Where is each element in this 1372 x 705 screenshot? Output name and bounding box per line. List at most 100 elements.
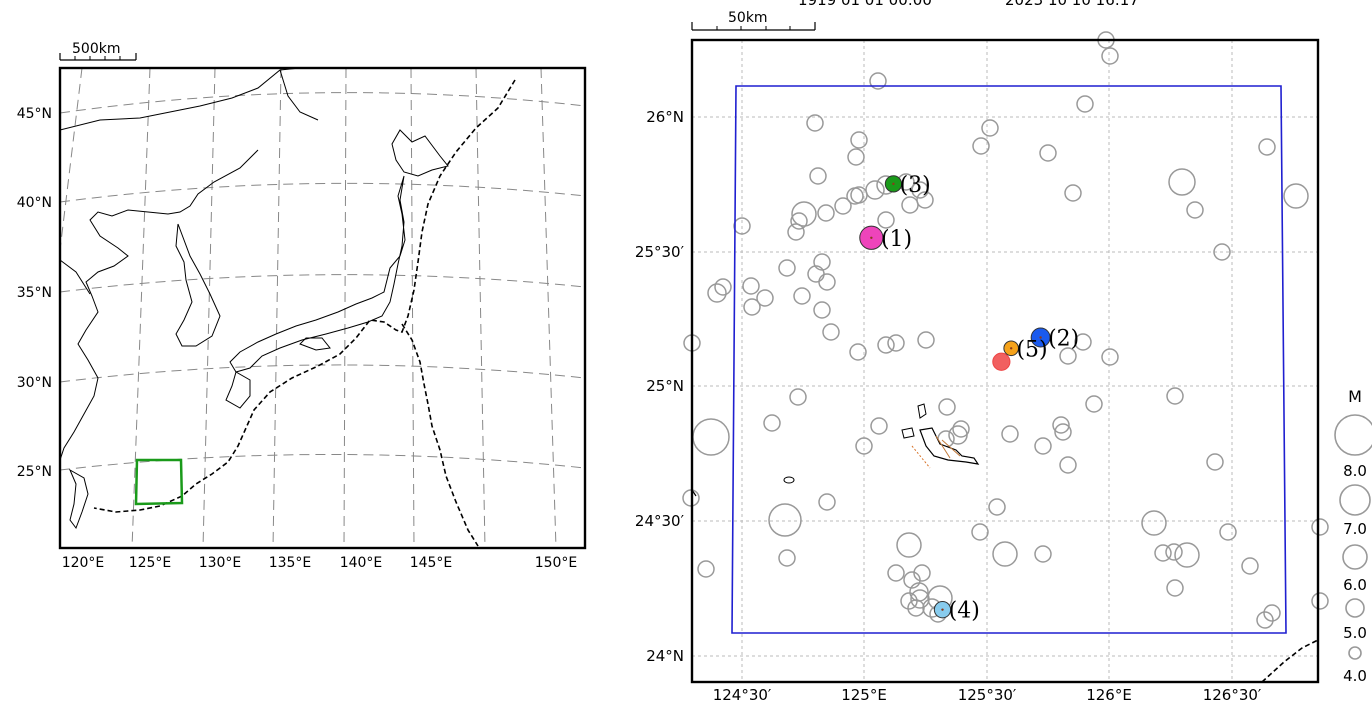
epicenter-dot: [1039, 336, 1042, 339]
background-event-marker: [813, 301, 831, 319]
background-event-marker: [789, 388, 807, 406]
background-event-marker: [787, 223, 805, 241]
background-event-marker: [1101, 348, 1119, 366]
detail-lon-label: 126°30′: [1203, 686, 1262, 704]
background-event-marker: [1166, 387, 1184, 405]
background-events: [682, 31, 1329, 629]
background-event-marker: [778, 259, 796, 277]
background-event-marker: [791, 201, 817, 227]
background-event-marker: [790, 212, 808, 230]
epicenter-dot: [941, 608, 944, 611]
overview-lon-label: 140°E: [340, 555, 383, 571]
legend-circle-7: [1339, 484, 1371, 516]
background-event-marker: [913, 564, 931, 582]
overview-map: 500km: [17, 41, 587, 571]
background-event-marker: [938, 398, 956, 416]
overview-lat-label: 35°N: [17, 285, 52, 301]
background-event-marker: [714, 278, 732, 296]
background-event-marker: [1059, 347, 1077, 365]
detail-lon-label: 125°E: [841, 686, 887, 704]
background-event-marker: [972, 137, 990, 155]
background-event-marker: [818, 493, 836, 511]
detail-lon-label: 125°30′: [958, 686, 1017, 704]
highlighted-events: (1) (2) (3) (4) (5): [859, 173, 1079, 624]
epicenter-dot: [1009, 347, 1013, 350]
background-event-marker: [1052, 416, 1070, 434]
overview-region-box: [134, 458, 184, 506]
background-event-marker: [869, 72, 887, 90]
background-event-marker: [850, 186, 868, 204]
detail-lon-label: 126°E: [1086, 686, 1132, 704]
background-event-marker: [733, 217, 751, 235]
detail-lat-label: 25°30′: [635, 243, 685, 261]
time-range-end: 2023 10 10 16:17: [1005, 0, 1139, 9]
detail-plate-boundary: [1261, 639, 1319, 683]
detail-lat-label: 24°N: [646, 647, 684, 665]
event-label: (1): [881, 227, 912, 252]
overview-graticule: [59, 67, 586, 549]
detail-lat-label: 26°N: [646, 108, 684, 126]
background-event-marker: [1076, 95, 1094, 113]
background-event-marker: [1283, 183, 1309, 209]
background-event-marker: [1154, 544, 1172, 562]
background-event-marker: [877, 211, 895, 229]
background-event-marker: [1034, 545, 1052, 563]
background-event-marker: [818, 273, 836, 291]
background-event-marker: [971, 523, 989, 541]
background-event-marker: [1034, 437, 1052, 455]
background-event-marker: [778, 549, 796, 567]
background-event-marker: [1219, 523, 1237, 541]
background-event-marker: [901, 196, 919, 214]
background-event-marker: [900, 592, 918, 610]
detail-lon-label: 124°30′: [713, 686, 772, 704]
background-event-marker: [763, 414, 781, 432]
detail-graticule: [692, 40, 1318, 682]
background-event-marker: [981, 119, 999, 137]
legend-circle-5: [1345, 598, 1365, 618]
background-event-marker: [1258, 138, 1276, 156]
overview-lat-label: 40°N: [17, 195, 52, 211]
background-event-marker: [1186, 201, 1204, 219]
background-event-marker: [697, 560, 715, 578]
background-event-marker: [1166, 579, 1184, 597]
overview-lon-label: 145°E: [410, 555, 453, 571]
overview-scale-bar: 500km: [59, 41, 137, 61]
background-event-marker: [707, 283, 727, 303]
legend-circle-6: [1342, 544, 1368, 570]
overview-lat-label: 25°N: [17, 464, 52, 480]
secondary-event-marker: [992, 352, 1011, 371]
background-event-marker: [911, 181, 929, 199]
event-label: (5): [1016, 337, 1047, 362]
legend-label: 6.0: [1343, 576, 1367, 594]
detail-frame: [690, 38, 1320, 684]
overview-lon-label: 120°E: [62, 555, 105, 571]
overview-plate-boundaries: [93, 79, 516, 547]
background-event-marker: [1174, 542, 1200, 568]
background-event-marker: [817, 204, 835, 222]
background-event-marker: [813, 253, 831, 271]
background-event-marker: [1101, 47, 1119, 65]
epicenter-dot: [892, 182, 895, 186]
legend-label: 4.0: [1343, 667, 1367, 685]
background-event-marker: [855, 437, 873, 455]
epicenter-dot: [870, 236, 873, 239]
background-event-marker: [806, 114, 824, 132]
legend-title: M: [1348, 387, 1362, 406]
background-event-marker: [1039, 144, 1057, 162]
overview-lon-label: 150°E: [535, 555, 578, 571]
background-event-marker: [952, 420, 970, 438]
legend-circle-4: [1348, 646, 1362, 660]
overview-lat-label: 45°N: [17, 106, 52, 122]
background-event-marker: [948, 425, 968, 445]
overview-scale-label: 500km: [72, 41, 120, 57]
magnitude-legend: M 8.0 7.0 6.0 5.0 4.0: [1334, 387, 1372, 685]
background-event-marker: [887, 564, 905, 582]
selection-box: [731, 85, 1287, 634]
overview-lat-label: 30°N: [17, 375, 52, 391]
background-event-marker: [1168, 168, 1196, 196]
event-label: (2): [1048, 326, 1079, 351]
background-event-marker: [910, 589, 930, 609]
overview-coastlines: [59, 67, 449, 530]
detail-lat-label: 24°30′: [635, 512, 685, 530]
background-event-marker: [692, 418, 730, 456]
